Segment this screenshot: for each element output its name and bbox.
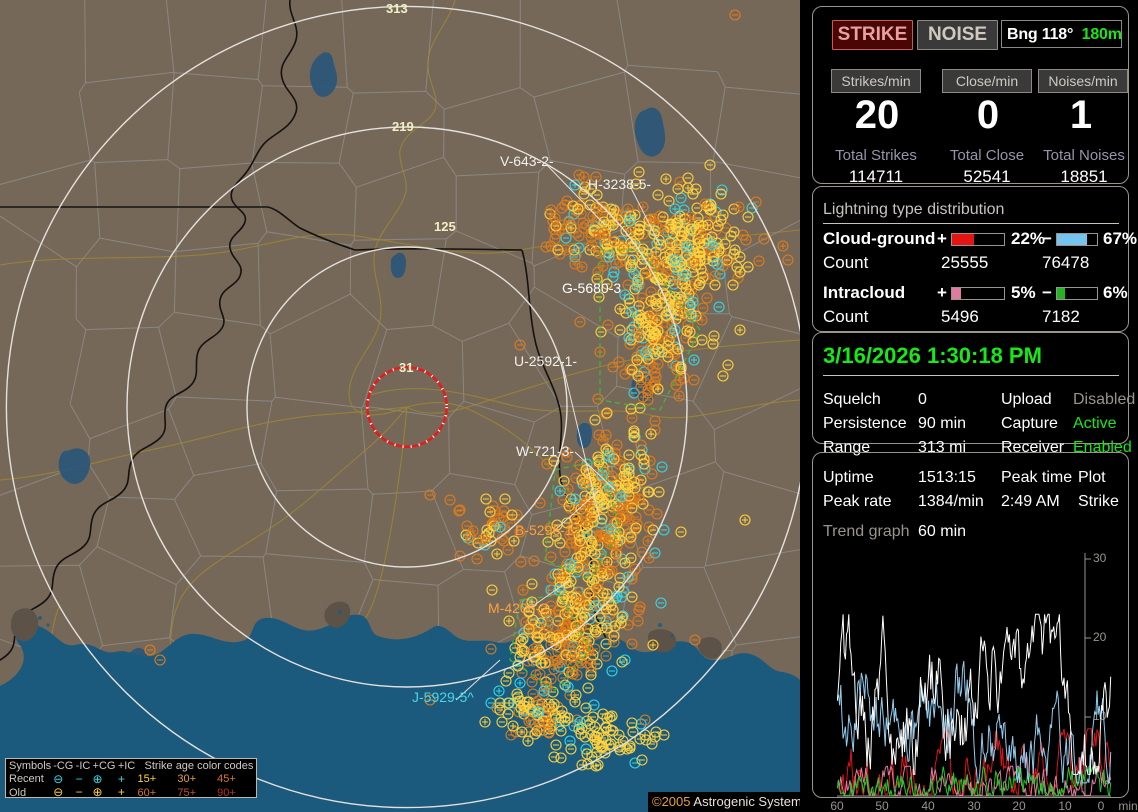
svg-text:50: 50 [875, 799, 889, 812]
svg-text:U-2592-1-: U-2592-1- [514, 353, 577, 369]
svg-text:M-4206-2-: M-4206-2- [488, 600, 553, 616]
svg-text:31: 31 [399, 360, 413, 375]
svg-text:20: 20 [1093, 630, 1107, 644]
svg-text:125: 125 [434, 219, 456, 234]
svg-text:0: 0 [1098, 799, 1105, 812]
svg-text:219: 219 [392, 119, 414, 134]
svg-text:313: 313 [386, 1, 408, 16]
svg-text:30: 30 [1093, 551, 1107, 565]
svg-text:V-643-2-: V-643-2- [500, 153, 554, 169]
svg-text:W-721-3-: W-721-3- [516, 443, 574, 459]
svg-text:B-5296-1: B-5296-1 [515, 522, 573, 538]
svg-text:min: min [1118, 799, 1137, 812]
svg-text:H-3238-5-: H-3238-5- [588, 176, 651, 192]
svg-text:40: 40 [921, 799, 935, 812]
svg-text:10: 10 [1058, 799, 1072, 812]
svg-text:60: 60 [830, 799, 844, 812]
svg-text:20: 20 [1012, 799, 1026, 812]
svg-text:G-5680-3: G-5680-3 [562, 280, 621, 296]
svg-text:J-5929-5^: J-5929-5^ [412, 689, 474, 705]
svg-text:30: 30 [967, 799, 981, 812]
